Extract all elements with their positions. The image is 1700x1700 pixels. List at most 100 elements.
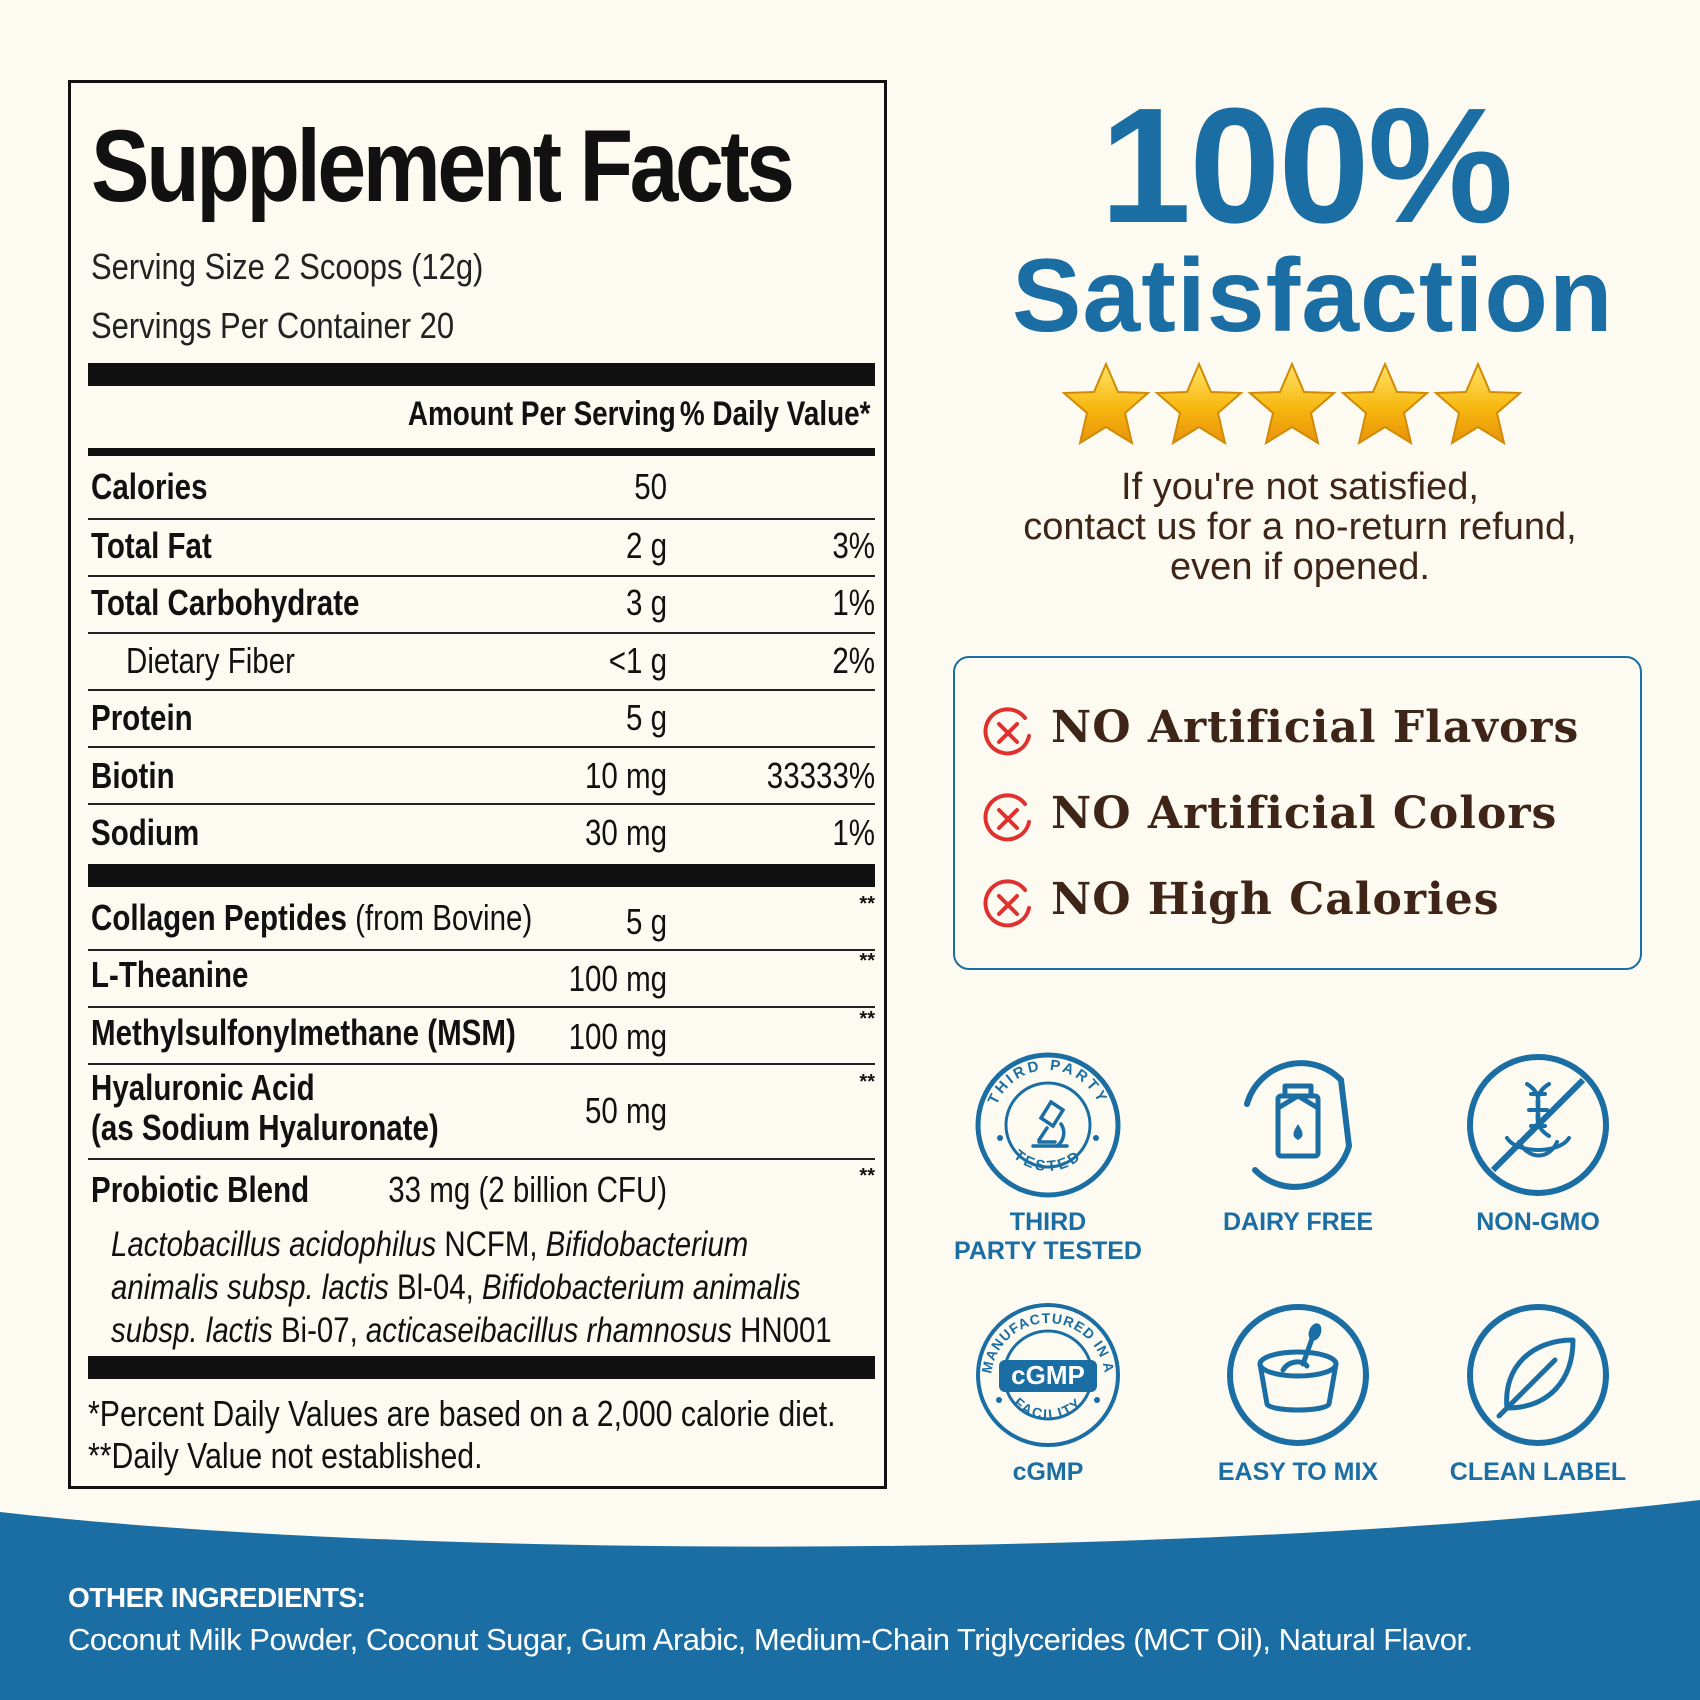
- no-item-label: NO Artificial Colors: [1051, 788, 1558, 839]
- row-divider: [88, 1158, 875, 1160]
- nutrient-name: Total Carbohydrate: [91, 582, 360, 623]
- x-circle-icon: [983, 793, 1031, 842]
- badge-dairy-free: DAIRY FREE: [1173, 1050, 1423, 1237]
- ingredient-name: Collagen Peptides (from Bovine): [91, 897, 532, 939]
- ingredient-dv: **: [859, 893, 875, 915]
- footer-wave-background: [0, 1500, 1700, 1700]
- ingredient-row-probiotic-blend: Probiotic Blend 33 mg (2 billion CFU) **: [88, 1159, 875, 1216]
- badge-label: cGMP: [1012, 1458, 1084, 1486]
- star-icon: [1433, 361, 1522, 446]
- row-divider: [88, 1063, 875, 1065]
- badge-label: EASY TO MIX: [1217, 1458, 1379, 1486]
- nutrient-name: Total Fat: [91, 525, 212, 566]
- ingredient-dv: **: [859, 1165, 875, 1187]
- cgmp-seal-icon: MANUFACTURED IN A FACILITY cGMP: [976, 1303, 1120, 1447]
- divider-thick: [88, 363, 875, 386]
- nutrient-row-total-carbohydrate: Total Carbohydrate 3 g 1%: [88, 572, 875, 629]
- ingredient-dv: **: [859, 1071, 875, 1093]
- daily-value-header: % Daily Value*: [679, 395, 870, 433]
- x-circle-icon: [983, 879, 1031, 928]
- badge-easy-to-mix: EASY TO MIX: [1173, 1300, 1423, 1487]
- strain-name: Bifidobacterium animalis subsp. lactis: [111, 1225, 749, 1307]
- nutrient-row-dietary-fiber: Dietary Fiber <1 g 2%: [88, 630, 875, 687]
- nutrient-dv: 1%: [832, 812, 875, 853]
- dna-icon: [1467, 1054, 1609, 1196]
- nutrient-dv: 3%: [832, 525, 875, 566]
- badge-label: CLEAN LABEL: [1449, 1458, 1627, 1486]
- ingredient-dv: **: [859, 950, 875, 972]
- badge-label-line: PARTY TESTED: [954, 1237, 1142, 1265]
- ingredient-name: Methylsulfonylmethane (MSM): [91, 1012, 516, 1053]
- microscope-icon: THIRD PARTY TESTED: [975, 1052, 1121, 1198]
- nutrient-name: Sodium: [91, 812, 200, 853]
- badge-label-line: THIRD: [1009, 1208, 1087, 1236]
- badge-non-gmo: NON-GMO: [1413, 1050, 1663, 1237]
- badge-label: DAIRY FREE: [1222, 1208, 1374, 1236]
- badge-label: THIRD PARTY TESTED: [923, 1208, 1173, 1266]
- row-divider: [88, 949, 875, 951]
- mixing-bowl-icon: [1227, 1304, 1369, 1446]
- ingredient-name: L-Theanine: [91, 954, 249, 995]
- other-ingredients-text: Coconut Milk Powder, Coconut Sugar, Gum …: [68, 1622, 1473, 1657]
- strain-code: Bl-04,: [388, 1268, 482, 1307]
- divider-thick: [88, 1356, 875, 1379]
- supplement-facts-panel: Supplement Facts Serving Size 2 Scoops (…: [68, 80, 887, 1489]
- satisfaction-percent: 100%: [1100, 74, 1513, 257]
- ingredient-amount: 100 mg: [568, 958, 667, 999]
- row-divider: [88, 518, 875, 520]
- svg-text:TESTED: TESTED: [1010, 1147, 1085, 1176]
- other-ingredients-footer: [0, 1500, 1700, 1700]
- nutrient-name: Protein: [91, 697, 193, 738]
- ingredient-amount: 5 g: [625, 901, 667, 942]
- strain-name: Bifidobacterium animalis subsp. lactis: [111, 1268, 801, 1350]
- row-divider: [88, 575, 875, 577]
- nutrient-name: Dietary Fiber: [126, 640, 295, 681]
- ingredient-name-extra: (from Bovine): [355, 897, 533, 938]
- badge-label: NON-GMO: [1476, 1208, 1600, 1236]
- star-icon: [1247, 361, 1337, 446]
- ingredient-name-main: Collagen Peptides: [91, 897, 347, 938]
- probiotic-strains: Lactobacillus acidophilus NCFM, Bifidoba…: [111, 1223, 850, 1352]
- row-divider: [88, 632, 875, 634]
- star-icon: [1062, 361, 1151, 446]
- strain-code: NCFM,: [436, 1225, 546, 1264]
- serving-size: Serving Size 2 Scoops (12g): [91, 246, 484, 287]
- x-circle-icon: [983, 707, 1031, 756]
- nutrient-amount: 2 g: [625, 525, 667, 566]
- nutrient-dv: 33333%: [766, 755, 875, 796]
- promise-line-2: contact us for a no-return refund,: [1023, 506, 1577, 548]
- nutrient-dv: 2%: [832, 640, 875, 681]
- star-icon: [1340, 361, 1430, 446]
- facts-title: Supplement Facts: [91, 109, 795, 223]
- ingredient-dv: **: [859, 1008, 875, 1030]
- row-divider: [88, 803, 875, 805]
- seal-center-text: cGMP: [1011, 1360, 1085, 1390]
- no-item-label: NO High Calories: [1051, 874, 1500, 925]
- star-icon: [1154, 361, 1244, 446]
- milk-carton-icon: [1244, 1060, 1352, 1190]
- nutrient-amount: <1 g: [608, 640, 667, 681]
- ingredient-amount: 100 mg: [568, 1016, 667, 1057]
- badge-third-party-tested: THIRD PARTY TESTED THIRD PARTY TESTED: [923, 1050, 1173, 1266]
- nutrient-amount: 50: [634, 466, 667, 507]
- row-divider: [88, 746, 875, 748]
- nutrient-amount: 3 g: [625, 582, 667, 623]
- nutrient-amount: 5 g: [625, 697, 667, 738]
- nutrient-row-total-fat: Total Fat 2 g 3%: [88, 515, 875, 572]
- ingredient-name-extra: (as Sodium Hyaluronate): [91, 1107, 439, 1148]
- row-divider: [88, 1006, 875, 1008]
- other-ingredients-title: OTHER INGREDIENTS:: [68, 1582, 366, 1613]
- ingredient-row-hyaluronic-acid: Hyaluronic Acid (as Sodium Hyaluronate) …: [88, 1063, 875, 1161]
- nutrient-row-calories: Calories 50: [88, 456, 875, 513]
- leaf-icon: [1467, 1304, 1609, 1446]
- nutrient-dv: 1%: [832, 582, 875, 623]
- five-star-rating: [1062, 361, 1522, 446]
- no-item-label: NO Artificial Flavors: [1051, 702, 1580, 753]
- nutrient-amount: 30 mg: [584, 812, 667, 853]
- strain-code: HN001: [731, 1311, 832, 1350]
- svg-text:FACILITY: FACILITY: [1011, 1394, 1086, 1422]
- footnote-not-established: **Daily Value not established.: [88, 1435, 483, 1476]
- promise-line-1: If you're not satisfied,: [1121, 466, 1479, 508]
- satisfaction-heading: Satisfaction: [1012, 238, 1614, 354]
- nutrient-name: Calories: [91, 466, 208, 507]
